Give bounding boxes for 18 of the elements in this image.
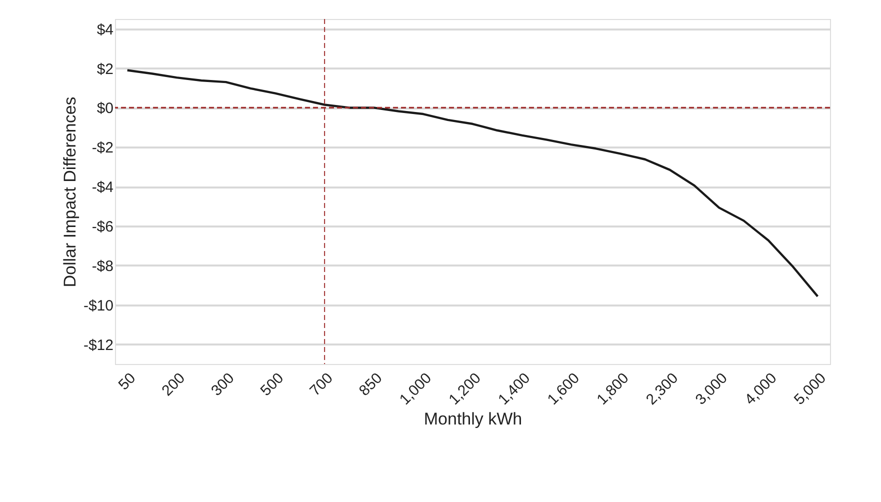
y-tick-label: -$2 [92, 140, 114, 157]
x-tick-label: 300 [208, 370, 238, 400]
y-tick-label: $0 [96, 100, 114, 118]
x-tick-label: 850 [356, 370, 386, 400]
x-axis-title: Monthly kWh [424, 410, 522, 429]
line-series [126, 69, 819, 298]
y-axis-title: Dollar Impact Differences [60, 96, 80, 288]
y-tick-label: -$6 [92, 218, 114, 236]
x-tick-label: 500 [257, 370, 288, 400]
y-tick-label: $4 [96, 21, 114, 38]
y-tick-label: -$8 [92, 258, 114, 275]
y-tick-label: -$4 [92, 179, 114, 196]
y-tick-label: -$10 [83, 297, 114, 314]
x-tick-label: 50 [115, 370, 140, 394]
x-tick-label: 200 [158, 370, 188, 400]
x-tick-label: 700 [306, 370, 336, 400]
y-tick-label: -$12 [83, 336, 114, 354]
y-tick-label: $2 [96, 60, 114, 78]
